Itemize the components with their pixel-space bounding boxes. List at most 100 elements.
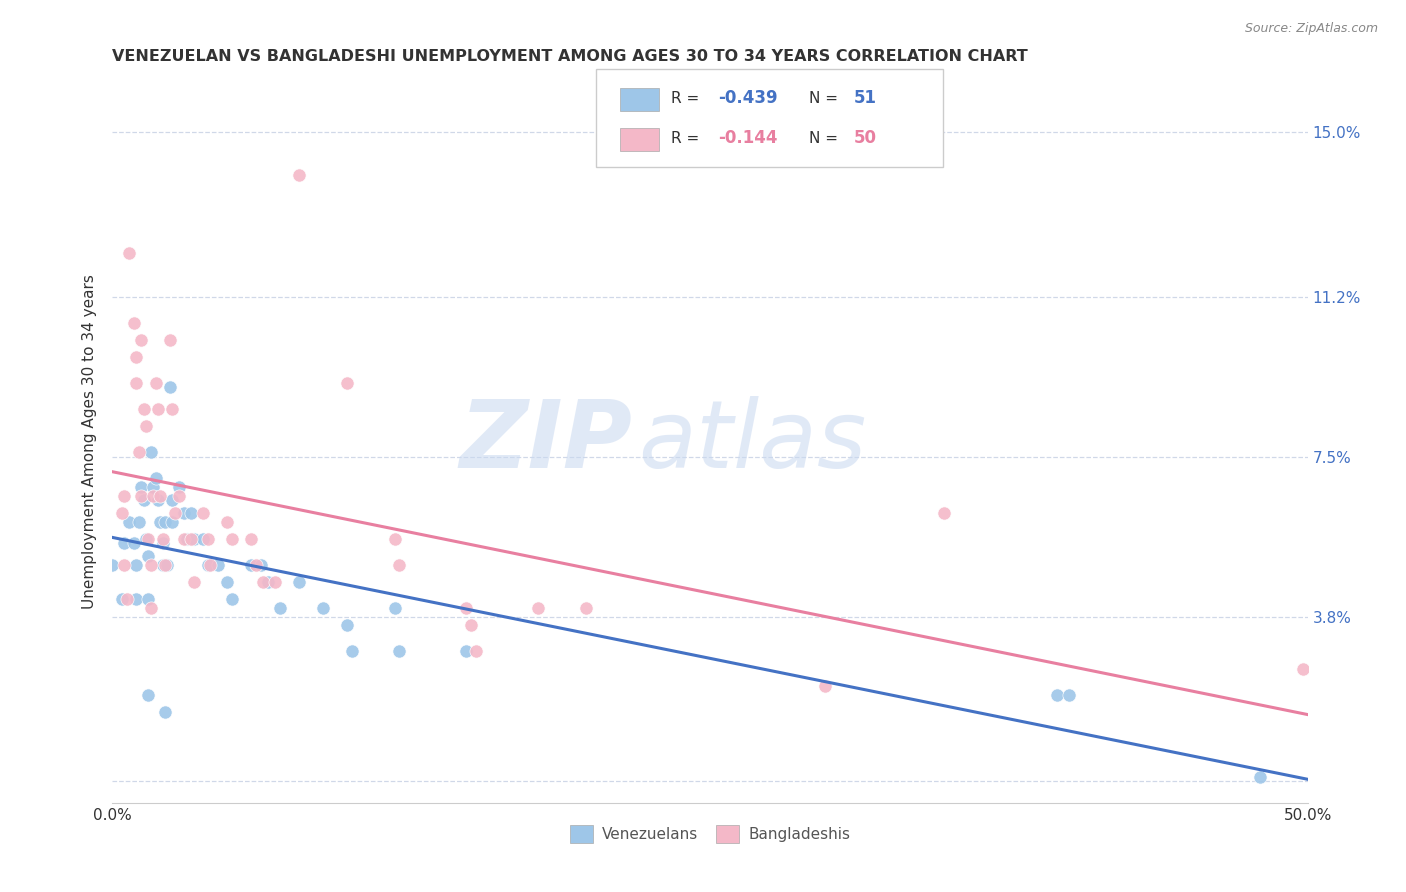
Point [139, 558, 162, 572]
Text: -0.144: -0.144 [718, 129, 778, 147]
Text: N =: N = [810, 130, 844, 145]
Point [207, 558, 229, 572]
Point [138, 549, 160, 564]
Point [183, 575, 205, 590]
Point [1057, 688, 1080, 702]
Point [288, 575, 311, 590]
Point [115, 592, 138, 607]
Point [142, 480, 165, 494]
Point [129, 333, 152, 347]
Point [336, 376, 359, 391]
Point [142, 489, 165, 503]
Point [159, 333, 181, 347]
Point [122, 536, 145, 550]
Point [129, 480, 152, 494]
Point [153, 705, 176, 719]
Point [221, 592, 243, 607]
Point [312, 601, 335, 615]
FancyBboxPatch shape [620, 128, 658, 151]
Point [122, 316, 145, 330]
Point [193, 532, 215, 546]
Point [138, 592, 160, 607]
Point [146, 402, 169, 417]
Point [264, 575, 287, 590]
Point [197, 532, 219, 546]
Point [217, 575, 239, 590]
Text: atlas: atlas [638, 396, 866, 487]
Point [139, 601, 162, 615]
Point [156, 558, 179, 572]
Point [180, 506, 202, 520]
Point [114, 489, 135, 503]
Point [240, 558, 263, 572]
Point [125, 558, 148, 572]
Text: ZIP: ZIP [460, 395, 633, 488]
Point [193, 506, 215, 520]
FancyBboxPatch shape [596, 70, 943, 167]
Text: R =: R = [671, 130, 704, 145]
Point [456, 601, 478, 615]
Point [138, 688, 160, 702]
Point [162, 515, 183, 529]
Point [132, 402, 155, 417]
Point [176, 532, 198, 546]
Point [1292, 662, 1315, 676]
Point [464, 644, 486, 658]
Point [456, 644, 478, 658]
Point [1046, 688, 1069, 702]
Point [249, 558, 271, 572]
Point [129, 489, 152, 503]
Point [197, 558, 219, 572]
Point [132, 492, 155, 507]
Point [128, 445, 150, 459]
FancyBboxPatch shape [620, 87, 658, 111]
Point [180, 532, 202, 546]
Point [169, 480, 191, 494]
Point [162, 492, 183, 507]
Point [135, 419, 157, 434]
Point [111, 592, 134, 607]
Point [173, 506, 195, 520]
Point [575, 601, 598, 615]
Point [252, 575, 274, 590]
Text: N =: N = [810, 91, 844, 106]
Point [388, 558, 411, 572]
Point [125, 592, 148, 607]
Point [1249, 770, 1271, 784]
Point [384, 601, 406, 615]
Point [101, 558, 124, 572]
Point [934, 506, 956, 520]
Point [111, 506, 134, 520]
Point [384, 532, 406, 546]
Point [340, 644, 363, 658]
Point [135, 532, 157, 546]
Point [269, 601, 291, 615]
Point [336, 618, 359, 632]
Text: 51: 51 [853, 89, 876, 107]
Point [173, 532, 195, 546]
Point [145, 376, 167, 391]
Point [125, 376, 148, 391]
Text: -0.439: -0.439 [718, 89, 778, 107]
Text: VENEZUELAN VS BANGLADESHI UNEMPLOYMENT AMONG AGES 30 TO 34 YEARS CORRELATION CHA: VENEZUELAN VS BANGLADESHI UNEMPLOYMENT A… [112, 49, 1028, 64]
Point [163, 506, 186, 520]
Point [152, 532, 174, 546]
Point [162, 402, 183, 417]
Text: Source: ZipAtlas.com: Source: ZipAtlas.com [1244, 22, 1378, 36]
Point [814, 679, 837, 693]
Point [145, 471, 167, 485]
Point [288, 169, 311, 183]
Y-axis label: Unemployment Among Ages 30 to 34 years: Unemployment Among Ages 30 to 34 years [82, 274, 97, 609]
Point [183, 532, 205, 546]
Legend: Venezuelans, Bangladeshis: Venezuelans, Bangladeshis [564, 819, 856, 849]
Point [114, 536, 135, 550]
Point [153, 558, 176, 572]
Point [240, 532, 263, 546]
Point [149, 515, 172, 529]
Point [138, 532, 160, 546]
Point [388, 644, 411, 658]
Point [217, 515, 239, 529]
Point [146, 492, 169, 507]
Point [153, 515, 176, 529]
Point [114, 558, 135, 572]
